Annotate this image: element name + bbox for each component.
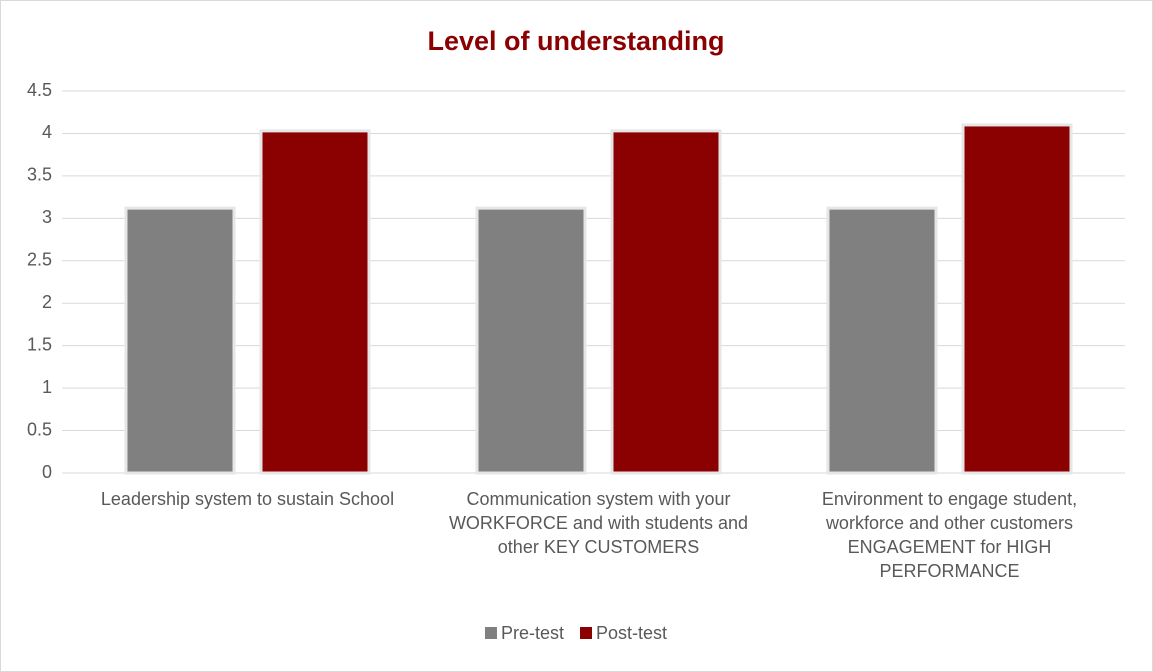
legend-swatch [484,627,497,639]
bar [826,206,938,475]
bar [475,206,587,475]
y-tick-label: 2.5 [27,250,52,270]
y-tick-label: 2 [42,292,52,312]
bar [961,123,1073,475]
bar [610,129,722,475]
chart-title: Level of understanding [427,26,724,56]
legend-swatch [580,627,592,639]
x-tick-label: Environment to engage student, workforce… [821,489,1078,581]
y-tick-label: 0.5 [27,419,52,439]
legend-label: Post-test [596,623,667,643]
legend-label: Pre-test [501,623,564,643]
y-tick-label: 1.5 [27,334,52,354]
y-tick-label: 1 [42,377,52,397]
y-tick-label: 3 [42,207,52,227]
y-tick-label: 3.5 [27,165,52,185]
bar [124,206,236,475]
y-tick-label: 0 [42,462,52,482]
x-tick-label: Leadership system to sustain School [100,489,395,509]
x-tick-label: Communication system with your WORKFORCE… [448,489,749,557]
y-tick-label: 4 [42,122,52,142]
y-tick-label: 4.5 [27,80,52,100]
bar [259,129,371,475]
